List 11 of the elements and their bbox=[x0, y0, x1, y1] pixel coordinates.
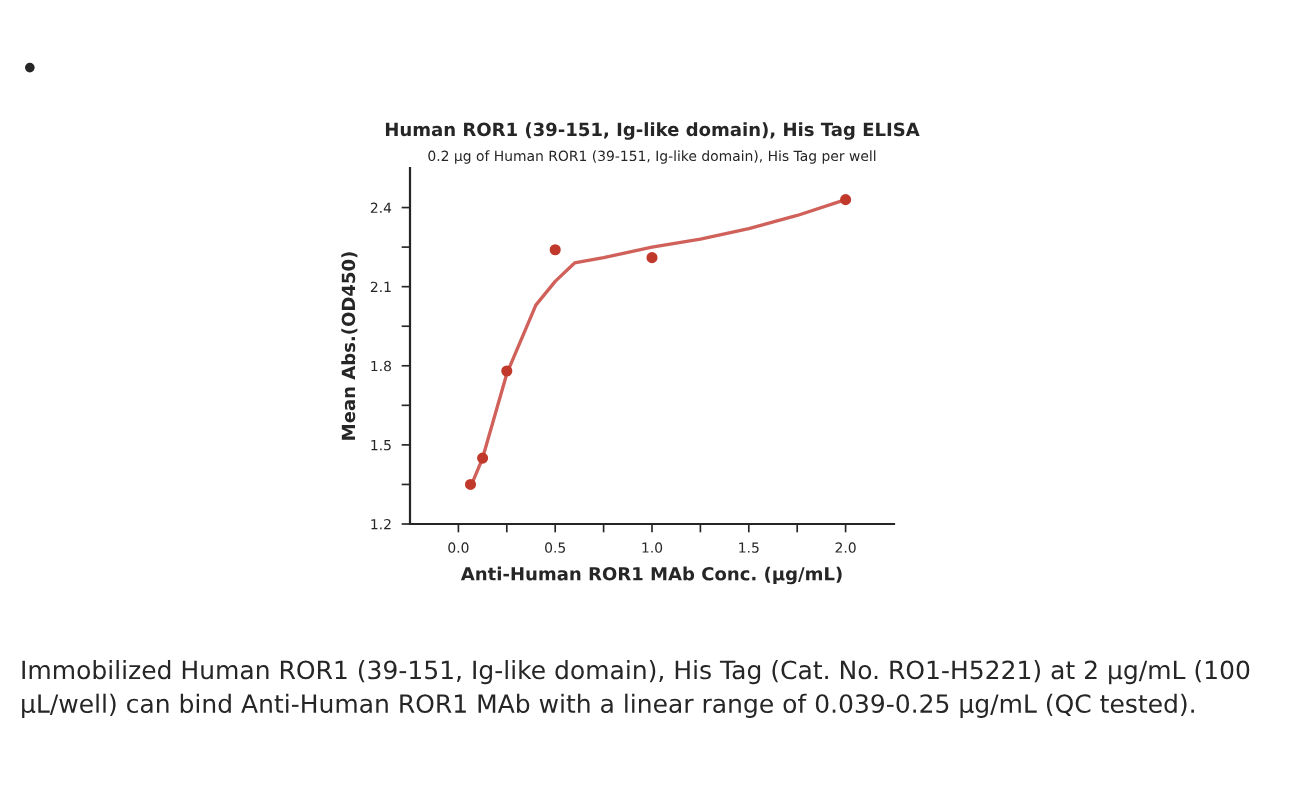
point bbox=[464, 478, 477, 490]
point bbox=[477, 452, 489, 464]
point bbox=[646, 252, 658, 264]
text: Immobilized Human ROR1 (39-151, Ig-like domain), His Tag (Cat. No. RO1-H5221) at 2 μg/mL (100 μL/well) can bind Anti-Human ROR1 MAb with a linear range of 0.039-0.25 μg/mL (QC tested). bbox=[22, 660, 1250, 718]
y-axis-title: Mean Abs.(OD450) bbox=[341, 252, 358, 440]
point bbox=[501, 365, 513, 377]
x-axis-title: Anti-Human ROR1 MAb Conc. (μg/mL) bbox=[460, 566, 842, 585]
chart-title: Human ROR1 (39-151, Ig-like domain), His Tag ELISA bbox=[385, 122, 920, 140]
point bbox=[840, 194, 852, 206]
point bbox=[549, 244, 561, 256]
text: • bbox=[24, 62, 35, 73]
